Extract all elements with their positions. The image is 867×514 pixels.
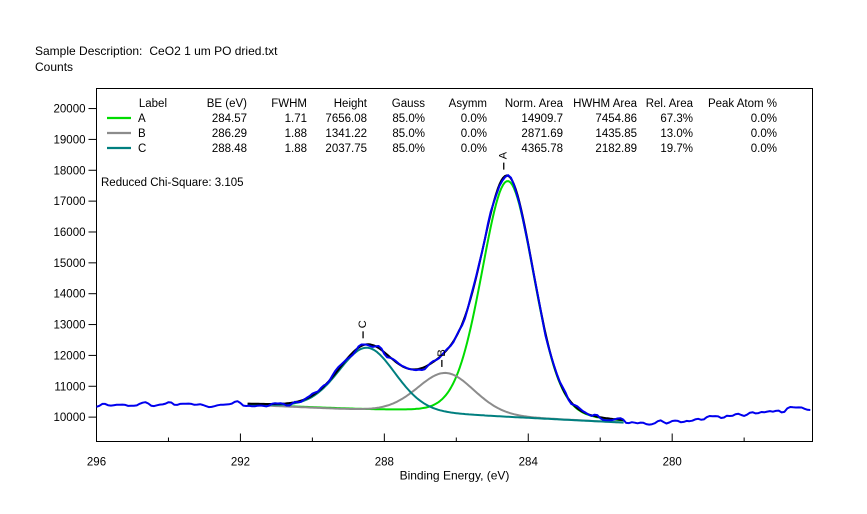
fit-table-cell: 67.3% bbox=[660, 113, 693, 125]
y-tick-label: 12000 bbox=[54, 350, 86, 362]
fit-table-cell: 85.0% bbox=[392, 128, 425, 140]
fit-table-cell: 1.88 bbox=[285, 128, 307, 140]
y-tick-label: 18000 bbox=[54, 165, 86, 177]
x-axis-title: Binding Energy, (eV) bbox=[400, 469, 510, 483]
fit-table-cell: 85.0% bbox=[392, 113, 425, 125]
y-tick-label: 16000 bbox=[54, 227, 86, 239]
fit-table-cell: 1435.85 bbox=[595, 128, 637, 140]
x-tick-label: 288 bbox=[375, 457, 394, 469]
fit-table-cell: 1341.22 bbox=[325, 128, 367, 140]
fit-table-cell: 288.48 bbox=[212, 143, 247, 155]
fit-table-cell: 4365.78 bbox=[521, 143, 563, 155]
fit-component-A bbox=[247, 180, 624, 422]
fit-table-cell: C bbox=[138, 143, 146, 155]
raw-data bbox=[96, 174, 811, 426]
peak-label-B: B bbox=[436, 349, 448, 356]
x-tick-label: 292 bbox=[231, 457, 250, 469]
y-tick-label: 13000 bbox=[54, 320, 86, 332]
sample-description: Sample Description: CeO2 1 um PO dried.tx… bbox=[35, 44, 277, 58]
fit-table-header: Label bbox=[139, 98, 167, 110]
fit-table-cell: 7656.08 bbox=[325, 113, 367, 125]
y-tick-label: 19000 bbox=[54, 134, 86, 146]
fit-table-header: Peak Atom % bbox=[708, 98, 777, 110]
peak-label-A: A bbox=[498, 151, 510, 159]
fit-table-cell: 1.71 bbox=[285, 113, 307, 125]
fit-table-cell: 0.0% bbox=[751, 143, 777, 155]
fit-table-cell: 0.0% bbox=[461, 128, 487, 140]
fit-table-header: Gauss bbox=[392, 98, 425, 110]
fit-table-cell: 0.0% bbox=[751, 113, 777, 125]
fit-table-cell: 85.0% bbox=[392, 143, 425, 155]
fit-envelope bbox=[247, 174, 624, 421]
x-tick-label: 280 bbox=[663, 457, 682, 469]
plot-border bbox=[96, 88, 813, 442]
fit-table-header: HWHM Area bbox=[573, 98, 638, 110]
fit-table-header: BE (eV) bbox=[207, 98, 247, 110]
fit-table-header: Asymm bbox=[449, 98, 487, 110]
fit-table-cell: 2871.69 bbox=[521, 128, 563, 140]
sample-description-value: CeO2 1 um PO dried.txt bbox=[149, 44, 278, 58]
fit-table-cell: 2182.89 bbox=[595, 143, 637, 155]
fit-table-header: Norm. Area bbox=[505, 98, 564, 110]
fit-table-header: Rel. Area bbox=[646, 98, 694, 110]
fit-table-header: FWHM bbox=[271, 98, 307, 110]
fit-table-header: Height bbox=[334, 98, 368, 110]
fit-table-cell: B bbox=[138, 128, 146, 140]
sample-description-label: Sample Description: bbox=[35, 44, 143, 58]
y-tick-label: 14000 bbox=[54, 289, 86, 301]
fit-table-cell: 286.29 bbox=[212, 128, 247, 140]
y-tick-label: 20000 bbox=[54, 104, 86, 116]
y-tick-label: 11000 bbox=[54, 381, 85, 393]
x-tick-label: 284 bbox=[519, 457, 539, 469]
fit-table-cell: 7454.86 bbox=[595, 113, 637, 125]
fit-table-cell: 1.88 bbox=[285, 143, 307, 155]
fit-table-cell: 2037.75 bbox=[325, 143, 367, 155]
fit-table-cell: 284.57 bbox=[212, 113, 247, 125]
y-tick-label: 10000 bbox=[54, 412, 86, 424]
fit-component-C bbox=[247, 346, 624, 424]
counts-axis-label: Counts bbox=[35, 60, 74, 74]
fit-table-cell: 14909.7 bbox=[521, 113, 563, 125]
fit-table-cell: 0.0% bbox=[461, 143, 487, 155]
fit-table-cell: 13.0% bbox=[660, 128, 693, 140]
fit-table-cell: 19.7% bbox=[660, 143, 693, 155]
reduced-chi-square: Reduced Chi-Square: 3.105 bbox=[101, 177, 244, 189]
peak-label-C: C bbox=[357, 320, 369, 328]
fit-table-cell: 0.0% bbox=[751, 128, 777, 140]
fit-table-cell: 0.0% bbox=[461, 113, 487, 125]
fit-table-cell: A bbox=[138, 113, 146, 125]
x-tick-label: 296 bbox=[87, 457, 106, 469]
y-tick-label: 17000 bbox=[54, 196, 86, 208]
y-tick-label: 15000 bbox=[54, 258, 86, 270]
